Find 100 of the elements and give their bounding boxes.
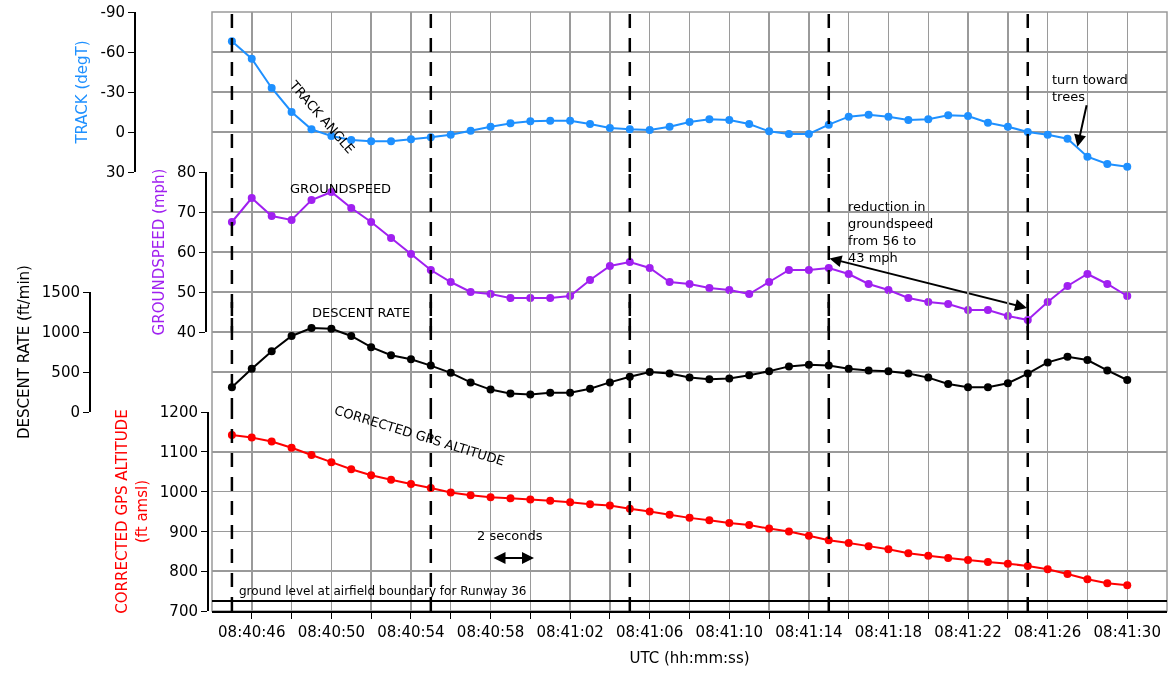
point [665,369,674,378]
point [685,118,694,126]
point [446,130,455,139]
point [765,127,774,136]
point [486,290,495,298]
point [466,491,475,500]
point [406,355,415,364]
point [1063,569,1072,578]
point [586,120,595,128]
point [784,130,793,138]
point [1103,160,1112,168]
point [367,218,376,226]
point [983,306,992,314]
point [1083,270,1092,278]
point [745,120,754,128]
point [506,294,515,302]
x-tick-label: 08:41:06 [616,623,684,641]
point [864,110,873,119]
point [287,216,296,224]
point [824,264,833,272]
x-tick-label: 08:40:58 [456,623,525,641]
point [844,270,853,278]
point [864,280,873,288]
point [685,280,694,288]
point [804,130,813,138]
point [1123,292,1132,300]
point [387,475,396,484]
x-tick-label: 08:40:50 [297,623,366,641]
point [765,278,774,286]
point [1123,581,1132,590]
point [944,111,953,120]
point [745,371,754,380]
x-tick-label: 08:41:10 [695,623,763,641]
point [844,112,853,121]
y-tick-label: 70 [176,203,196,222]
point [247,194,256,202]
point [685,513,694,522]
point [506,389,515,398]
point [387,234,396,242]
point [387,351,396,360]
point [307,125,316,134]
y-tick-label: 1000 [41,323,80,342]
point [904,294,913,302]
point [904,549,913,558]
point [1003,122,1012,131]
point [526,495,535,504]
x-tick-label: 08:40:54 [377,623,445,641]
point [486,493,495,502]
point [884,545,893,554]
point [924,373,933,382]
point [307,324,316,332]
ref-line-label: ground level at airfield boundary for Runway 36 [239,584,527,598]
y-axis-title: GROUNDSPEED (mph) [149,168,168,336]
point [1023,562,1032,571]
point [904,116,913,124]
point [725,286,734,294]
point [1003,559,1012,568]
point [605,262,614,270]
x-tick-label: 08:41:02 [536,623,604,641]
x-tick-label: 08:40:46 [218,623,286,641]
point [824,361,833,370]
point [267,84,276,92]
point [367,343,376,352]
point [307,196,316,204]
point [705,284,714,292]
point [884,112,893,121]
y-tick-label: 1500 [41,283,80,302]
point [406,480,415,489]
annotation: reduction in groundspeed from 56 to 43 mph [848,199,934,265]
y-tick-label: 50 [176,283,196,302]
point [844,364,853,373]
point [1043,130,1052,139]
point [745,521,754,530]
point [765,524,774,533]
point [526,390,535,399]
point [1063,282,1072,290]
point [745,290,754,298]
y-tick-label: 900 [169,522,198,541]
y-axis-title: DESCENT RATE (ft/min) [14,265,33,439]
point [446,278,455,286]
x-axis-title: UTC (hh:mm:ss) [629,648,750,667]
point [247,364,256,373]
point [784,527,793,536]
y-tick-label: 1100 [159,443,198,462]
y-tick-label: -90 [100,3,125,22]
point [586,384,595,393]
point [1043,565,1052,574]
point [904,369,913,378]
point [645,126,654,134]
point [546,116,555,125]
point [645,368,654,376]
point [566,498,575,507]
point [466,378,475,387]
point [983,558,992,567]
point [426,361,435,370]
point [605,378,614,387]
point [964,556,973,565]
y-tick-label: 0 [70,403,80,422]
point [964,112,973,120]
x-tick-label: 08:41:22 [934,623,1002,641]
